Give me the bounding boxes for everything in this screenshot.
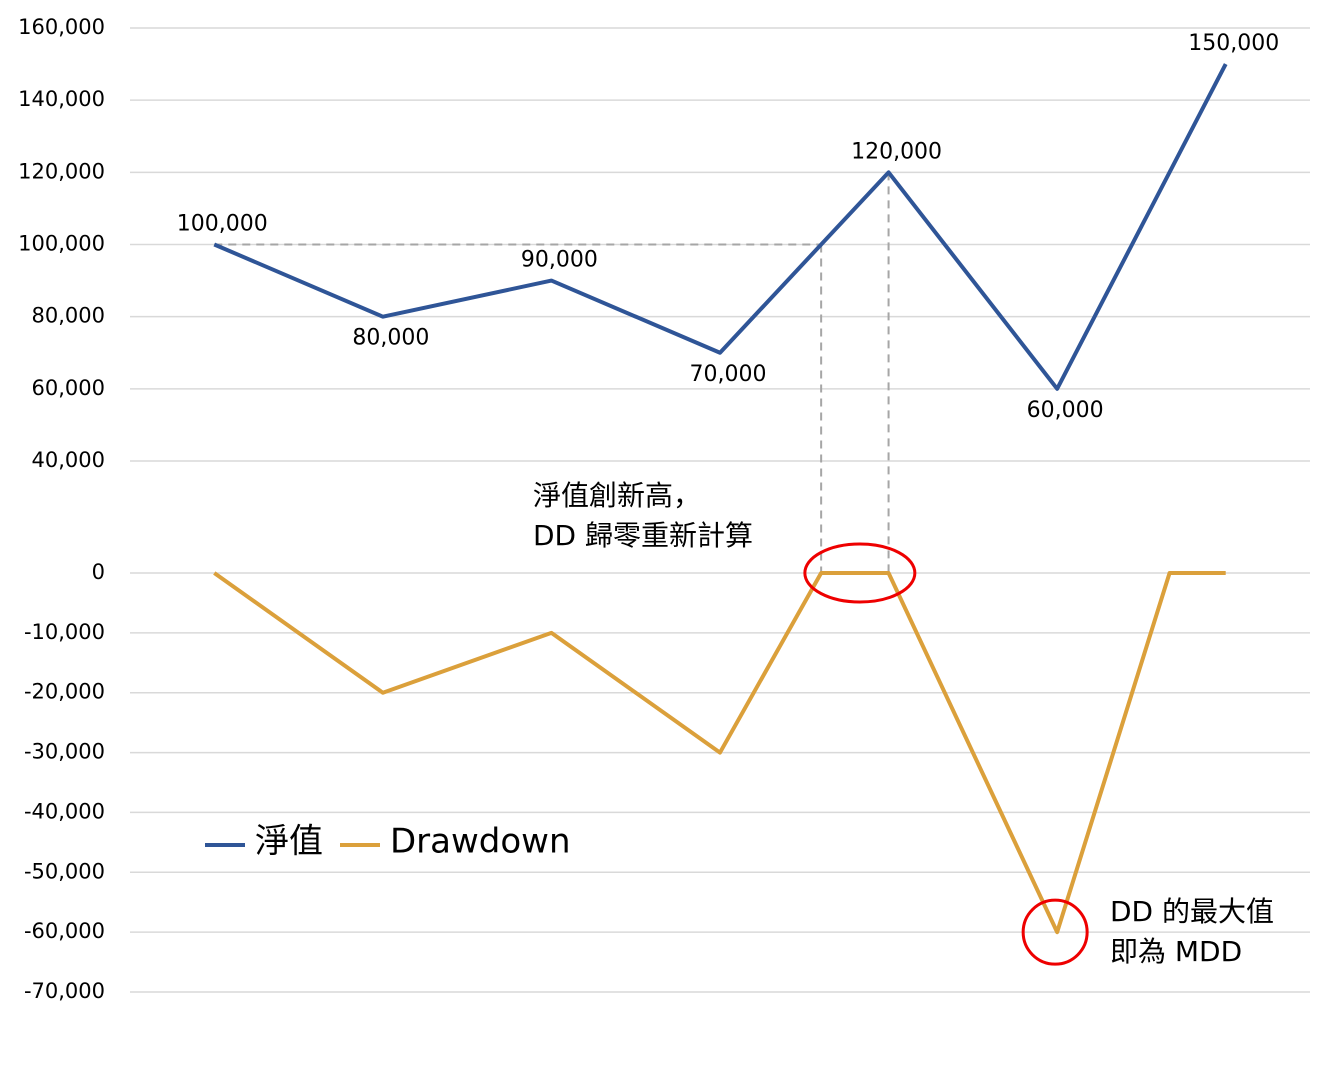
y-tick-label: 80,000 (32, 304, 105, 328)
y-tick-label: 140,000 (18, 87, 105, 111)
y-tick-label: -40,000 (24, 799, 105, 823)
series-line (213, 63, 1228, 391)
y-tick-label: -20,000 (24, 680, 105, 704)
data-label: 150,000 (1188, 31, 1279, 56)
data-label: 120,000 (851, 139, 942, 164)
y-tick-label: -50,000 (24, 859, 105, 883)
y-tick-label: -70,000 (24, 979, 105, 1003)
legend-label: Drawdown (390, 822, 571, 862)
highlight-circle (803, 542, 917, 604)
annotation: 即為 MDD (1110, 935, 1242, 968)
y-tick-label: 0 (92, 560, 105, 584)
y-tick-label: 40,000 (32, 448, 105, 472)
series-line (213, 571, 1226, 935)
data-label: 60,000 (1027, 398, 1104, 423)
highlight-circle (1021, 898, 1089, 966)
annotation: 淨值創新高， (533, 479, 701, 512)
data-label: 100,000 (177, 212, 268, 237)
annotation: DD 的最大值 (1110, 895, 1274, 928)
annotation: DD 歸零重新計算 (533, 519, 753, 552)
y-tick-label: 60,000 (32, 376, 105, 400)
y-tick-label: -30,000 (24, 740, 105, 764)
legend-label: 淨值 (255, 822, 323, 862)
y-tick-label: -10,000 (24, 620, 105, 644)
y-tick-label: 160,000 (18, 15, 105, 39)
y-tick-label: 100,000 (18, 232, 105, 256)
y-tick-label: 120,000 (18, 159, 105, 183)
data-label: 90,000 (521, 248, 598, 273)
data-label: 80,000 (352, 326, 429, 351)
data-label: 70,000 (690, 362, 767, 387)
y-tick-label: -60,000 (24, 919, 105, 943)
